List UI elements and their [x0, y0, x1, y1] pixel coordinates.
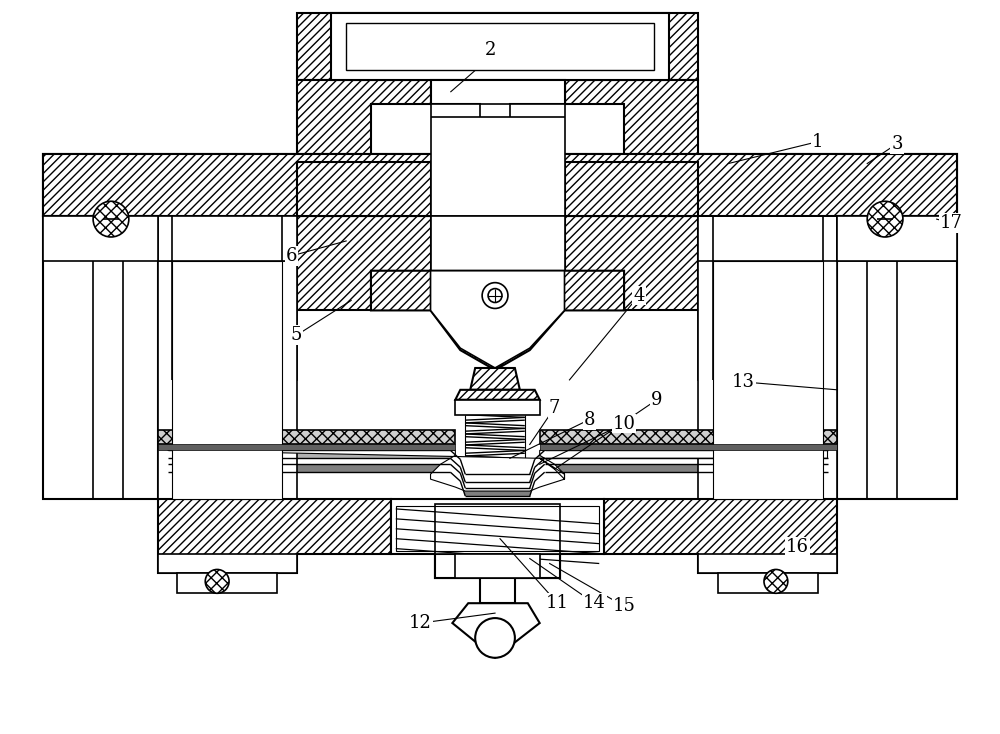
Circle shape	[867, 201, 903, 237]
Text: 1: 1	[812, 133, 823, 150]
Polygon shape	[604, 499, 837, 573]
Polygon shape	[565, 161, 698, 216]
Polygon shape	[455, 390, 540, 400]
Polygon shape	[698, 216, 957, 261]
Polygon shape	[43, 216, 158, 261]
Polygon shape	[431, 80, 565, 117]
Text: 11: 11	[546, 595, 569, 612]
Text: 17: 17	[940, 214, 963, 232]
Polygon shape	[43, 153, 957, 216]
Text: 15: 15	[613, 597, 635, 615]
Bar	[396, 506, 599, 550]
Bar	[480, 578, 515, 603]
Polygon shape	[297, 161, 431, 216]
Bar	[435, 504, 560, 553]
Polygon shape	[452, 603, 540, 658]
Bar	[331, 12, 669, 80]
Circle shape	[475, 618, 515, 658]
Polygon shape	[718, 573, 818, 593]
Text: 3: 3	[891, 135, 903, 153]
Polygon shape	[177, 573, 277, 593]
Text: 2: 2	[484, 41, 496, 59]
Text: 6: 6	[286, 247, 297, 265]
Polygon shape	[431, 104, 565, 216]
Polygon shape	[391, 499, 604, 578]
Polygon shape	[698, 216, 837, 380]
Text: 12: 12	[409, 614, 432, 632]
Polygon shape	[371, 271, 624, 370]
Text: 9: 9	[651, 390, 663, 409]
Polygon shape	[158, 499, 391, 573]
Polygon shape	[431, 216, 565, 271]
Circle shape	[488, 288, 502, 302]
Bar	[540, 444, 837, 451]
Polygon shape	[540, 429, 837, 444]
Bar	[158, 444, 455, 451]
Circle shape	[764, 570, 788, 593]
Polygon shape	[455, 400, 540, 415]
Circle shape	[205, 570, 229, 593]
Polygon shape	[43, 216, 158, 499]
Polygon shape	[158, 216, 297, 380]
Polygon shape	[698, 261, 837, 499]
Polygon shape	[470, 368, 520, 390]
Polygon shape	[158, 553, 297, 573]
Polygon shape	[168, 465, 828, 496]
Text: 14: 14	[583, 595, 606, 612]
Polygon shape	[158, 261, 297, 499]
Polygon shape	[172, 261, 282, 499]
Text: 4: 4	[633, 286, 645, 305]
Polygon shape	[297, 216, 431, 310]
Polygon shape	[43, 216, 297, 261]
Text: 13: 13	[732, 373, 755, 391]
Bar	[455, 553, 540, 578]
Text: 16: 16	[786, 537, 809, 556]
Bar	[435, 553, 560, 578]
Polygon shape	[837, 216, 957, 261]
Text: 10: 10	[613, 415, 636, 432]
Text: 7: 7	[549, 399, 560, 417]
Polygon shape	[698, 553, 837, 573]
Polygon shape	[565, 80, 698, 161]
Polygon shape	[713, 261, 823, 499]
Circle shape	[482, 283, 508, 308]
Bar	[43, 153, 957, 216]
Polygon shape	[297, 80, 431, 161]
Circle shape	[93, 201, 129, 237]
Polygon shape	[297, 216, 698, 310]
Text: 8: 8	[584, 410, 595, 429]
Bar	[346, 23, 654, 70]
Polygon shape	[168, 451, 828, 491]
Polygon shape	[297, 12, 698, 80]
Polygon shape	[431, 271, 565, 368]
Polygon shape	[158, 429, 455, 444]
Text: 5: 5	[291, 326, 302, 344]
Polygon shape	[168, 451, 828, 482]
Polygon shape	[837, 216, 957, 499]
